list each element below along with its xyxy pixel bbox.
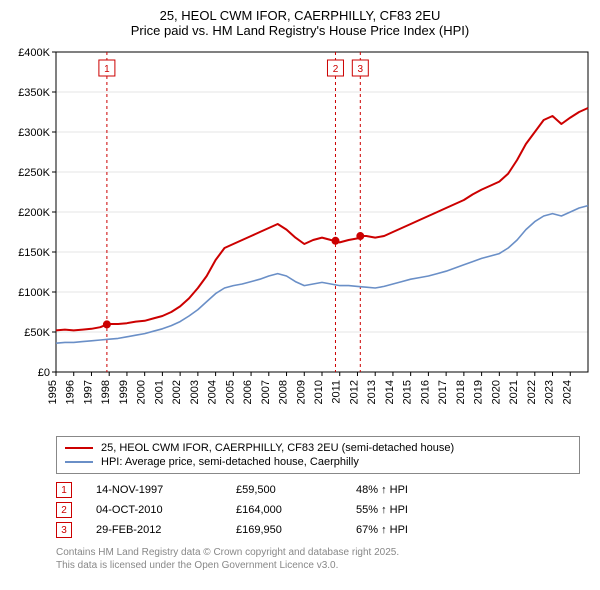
svg-text:1995: 1995	[47, 380, 59, 404]
svg-text:2009: 2009	[295, 380, 307, 404]
marker-badge: 3	[56, 522, 72, 538]
svg-text:£150K: £150K	[18, 247, 50, 259]
svg-text:2011: 2011	[331, 380, 343, 404]
footer: Contains HM Land Registry data © Crown c…	[56, 546, 580, 572]
svg-text:2019: 2019	[473, 380, 485, 404]
title-block: 25, HEOL CWM IFOR, CAERPHILLY, CF83 2EU …	[8, 8, 592, 38]
marker-row: 1 14-NOV-1997 £59,500 48% ↑ HPI	[56, 480, 580, 500]
svg-text:2024: 2024	[561, 380, 573, 404]
marker-date: 14-NOV-1997	[96, 484, 236, 496]
marker-row: 3 29-FEB-2012 £169,950 67% ↑ HPI	[56, 520, 580, 540]
svg-text:1: 1	[104, 64, 110, 75]
svg-text:2: 2	[333, 64, 339, 75]
svg-text:2021: 2021	[508, 380, 520, 404]
legend-swatch	[65, 461, 93, 463]
svg-text:2013: 2013	[366, 380, 378, 404]
chart-svg: £0 £50K £100K £150K £200K £250K £300K £350K £400…	[8, 42, 592, 432]
marker-table: 1 14-NOV-1997 £59,500 48% ↑ HPI 2 04-OCT…	[56, 480, 580, 540]
legend: 25, HEOL CWM IFOR, CAERPHILLY, CF83 2EU …	[56, 436, 580, 474]
legend-swatch	[65, 447, 93, 449]
svg-text:2017: 2017	[437, 380, 449, 404]
svg-text:1999: 1999	[118, 380, 130, 404]
marker-price: £164,000	[236, 504, 356, 516]
svg-text:£100K: £100K	[18, 287, 50, 299]
svg-text:£400K: £400K	[18, 47, 50, 59]
svg-text:2023: 2023	[544, 380, 556, 404]
marker-price: £169,950	[236, 524, 356, 536]
svg-text:£200K: £200K	[18, 207, 50, 219]
svg-text:2003: 2003	[189, 380, 201, 404]
svg-text:£350K: £350K	[18, 87, 50, 99]
legend-item: 25, HEOL CWM IFOR, CAERPHILLY, CF83 2EU …	[65, 441, 571, 455]
svg-text:£50K: £50K	[24, 327, 50, 339]
marker-hpi: 48% ↑ HPI	[356, 484, 476, 496]
footer-line: This data is licensed under the Open Gov…	[56, 559, 580, 572]
svg-text:2001: 2001	[153, 380, 165, 404]
chart: £0 £50K £100K £150K £200K £250K £300K £350K £400…	[8, 42, 592, 432]
title-address: 25, HEOL CWM IFOR, CAERPHILLY, CF83 2EU	[8, 8, 592, 23]
svg-text:2015: 2015	[402, 380, 414, 404]
svg-text:3: 3	[358, 64, 364, 75]
svg-text:£250K: £250K	[18, 167, 50, 179]
svg-text:1997: 1997	[82, 380, 94, 404]
svg-text:£300K: £300K	[18, 127, 50, 139]
svg-text:2002: 2002	[171, 380, 183, 404]
svg-text:2006: 2006	[242, 380, 254, 404]
legend-label: HPI: Average price, semi-detached house,…	[101, 456, 359, 468]
marker-row: 2 04-OCT-2010 £164,000 55% ↑ HPI	[56, 500, 580, 520]
svg-text:2020: 2020	[490, 380, 502, 404]
svg-text:2007: 2007	[260, 380, 272, 404]
legend-label: 25, HEOL CWM IFOR, CAERPHILLY, CF83 2EU …	[101, 442, 454, 454]
footer-line: Contains HM Land Registry data © Crown c…	[56, 546, 580, 559]
marker-date: 04-OCT-2010	[96, 504, 236, 516]
svg-text:2018: 2018	[455, 380, 467, 404]
svg-text:2014: 2014	[384, 380, 396, 404]
marker-date: 29-FEB-2012	[96, 524, 236, 536]
svg-text:2005: 2005	[224, 380, 236, 404]
svg-text:1996: 1996	[65, 380, 77, 404]
marker-badge: 1	[56, 482, 72, 498]
svg-text:2012: 2012	[348, 380, 360, 404]
svg-text:2010: 2010	[313, 380, 325, 404]
svg-text:1998: 1998	[100, 380, 112, 404]
marker-hpi: 55% ↑ HPI	[356, 504, 476, 516]
marker-badge: 2	[56, 502, 72, 518]
svg-text:2008: 2008	[278, 380, 290, 404]
svg-text:£0: £0	[38, 367, 50, 379]
marker-hpi: 67% ↑ HPI	[356, 524, 476, 536]
title-subtitle: Price paid vs. HM Land Registry's House …	[8, 23, 592, 38]
svg-text:2022: 2022	[526, 380, 538, 404]
svg-text:2000: 2000	[136, 380, 148, 404]
svg-text:2016: 2016	[419, 380, 431, 404]
legend-item: HPI: Average price, semi-detached house,…	[65, 455, 571, 469]
svg-text:2004: 2004	[207, 380, 219, 404]
marker-price: £59,500	[236, 484, 356, 496]
